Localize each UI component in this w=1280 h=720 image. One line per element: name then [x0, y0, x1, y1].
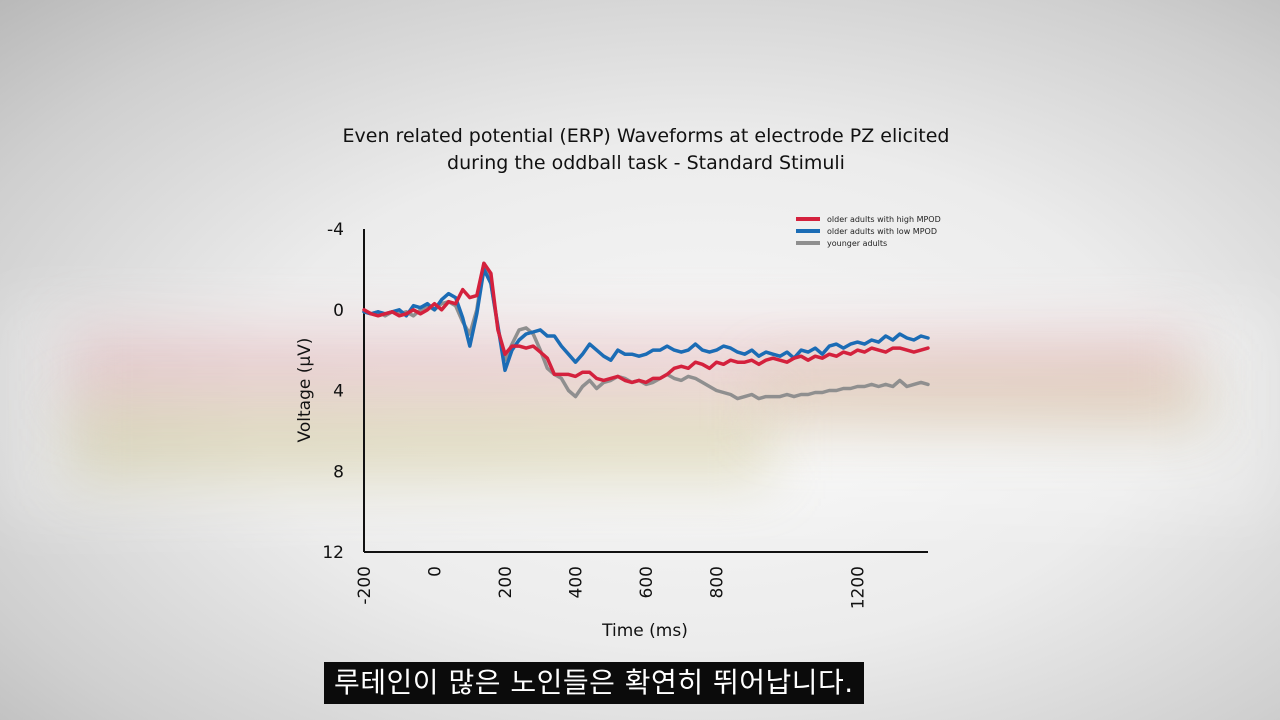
- series-line-3: [362, 261, 930, 401]
- x-tick-label: 600: [637, 566, 657, 598]
- series-line-2: [362, 267, 930, 373]
- x-tick-label: 200: [496, 566, 516, 598]
- chart-title-line-1: Even related potential (ERP) Waveforms a…: [342, 125, 950, 147]
- video-subtitle: 루테인이 많은 노인들은 확연히 뛰어납니다.: [324, 662, 864, 704]
- background-blur-olive-right: [760, 370, 1210, 430]
- y-tick-label: 4: [333, 382, 344, 402]
- legend-label: older adults with high MPOD: [827, 215, 941, 224]
- y-axis-label: Voltage (μV): [295, 338, 315, 443]
- x-tick-label: 800: [708, 566, 728, 598]
- y-tick-label: 8: [333, 462, 344, 482]
- y-tick-label: 0: [333, 301, 344, 321]
- y-tick-label: -4: [327, 220, 344, 240]
- x-tick-label: 0: [426, 566, 446, 577]
- background-glow: [0, 300, 1280, 520]
- x-axis-label: Time (ms): [601, 621, 688, 641]
- chart-title: Even related potential (ERP) Waveforms a…: [296, 123, 996, 177]
- x-tick-label: 400: [567, 566, 587, 598]
- background-blur-olive: [70, 400, 770, 480]
- series-line-1: [362, 261, 930, 385]
- y-tick-label: 12: [322, 543, 344, 563]
- legend-label: older adults with low MPOD: [827, 227, 937, 236]
- legend-label: younger adults: [827, 239, 887, 248]
- chart-title-line-2: during the oddball task - Standard Stimu…: [447, 152, 845, 174]
- x-tick-label: -200: [355, 566, 375, 605]
- x-tick-label: 1200: [849, 566, 869, 609]
- background-blur-red: [70, 330, 1190, 410]
